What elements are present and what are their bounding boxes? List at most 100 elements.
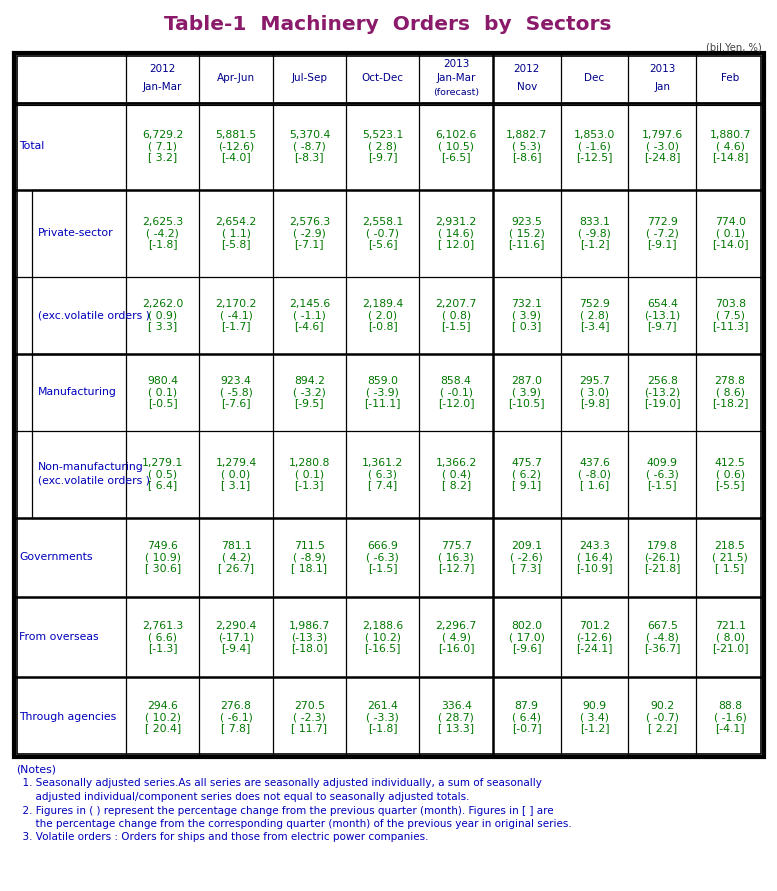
Text: [ 20.4]: [ 20.4] bbox=[145, 723, 181, 733]
Text: [ 9.1]: [ 9.1] bbox=[512, 480, 542, 490]
Text: ( 28.7): ( 28.7) bbox=[438, 712, 474, 722]
Text: [ 7.8]: [ 7.8] bbox=[221, 723, 251, 733]
Text: 475.7: 475.7 bbox=[511, 458, 542, 468]
Text: 721.1: 721.1 bbox=[715, 621, 746, 631]
Text: (bil.Yen, %): (bil.Yen, %) bbox=[706, 42, 762, 52]
Text: [-7.6]: [-7.6] bbox=[221, 398, 251, 408]
Text: Through agencies: Through agencies bbox=[19, 712, 117, 722]
Text: 6,102.6: 6,102.6 bbox=[435, 130, 477, 141]
Text: ( 8.0): ( 8.0) bbox=[716, 633, 744, 642]
Text: [ 12.0]: [ 12.0] bbox=[438, 240, 474, 249]
Text: (-13.1): (-13.1) bbox=[644, 310, 681, 321]
Text: 858.4: 858.4 bbox=[441, 376, 472, 386]
Text: 2,296.7: 2,296.7 bbox=[436, 621, 477, 631]
Text: 1,279.4: 1,279.4 bbox=[215, 458, 256, 468]
Text: ( 16.4): ( 16.4) bbox=[577, 552, 612, 562]
Text: [ 1.5]: [ 1.5] bbox=[716, 563, 744, 574]
Text: [ 3.2]: [ 3.2] bbox=[148, 152, 177, 162]
Text: Feb: Feb bbox=[721, 73, 739, 83]
Text: ( 0.4): ( 0.4) bbox=[441, 469, 471, 479]
Text: 2,931.2: 2,931.2 bbox=[436, 217, 477, 227]
Text: [ 0.3]: [ 0.3] bbox=[512, 322, 542, 331]
Text: ( 14.6): ( 14.6) bbox=[438, 228, 474, 239]
Text: (-13.3): (-13.3) bbox=[291, 633, 328, 642]
Text: 732.1: 732.1 bbox=[511, 299, 542, 309]
Text: [ 3.1]: [ 3.1] bbox=[221, 480, 251, 490]
Text: 336.4: 336.4 bbox=[441, 701, 472, 711]
Text: Jul-Sep: Jul-Sep bbox=[291, 73, 327, 83]
Text: Total: Total bbox=[19, 142, 44, 151]
Text: ( 10.5): ( 10.5) bbox=[438, 142, 474, 151]
Text: 2. Figures in ( ) represent the percentage change from the previous quarter (mon: 2. Figures in ( ) represent the percenta… bbox=[16, 805, 554, 815]
Text: ( 17.0): ( 17.0) bbox=[509, 633, 545, 642]
Text: ( 2.0): ( 2.0) bbox=[368, 310, 397, 321]
Text: ( -6.1): ( -6.1) bbox=[220, 712, 253, 722]
Text: 409.9: 409.9 bbox=[646, 458, 678, 468]
Text: 2012: 2012 bbox=[514, 64, 540, 74]
Text: [-14.8]: [-14.8] bbox=[712, 152, 748, 162]
Text: [ 18.1]: [ 18.1] bbox=[291, 563, 327, 574]
Text: 276.8: 276.8 bbox=[221, 701, 252, 711]
Text: [-5.8]: [-5.8] bbox=[221, 240, 251, 249]
Text: [-18.2]: [-18.2] bbox=[712, 398, 748, 408]
Text: ( 6.2): ( 6.2) bbox=[512, 469, 542, 479]
Text: [-1.5]: [-1.5] bbox=[441, 322, 471, 331]
Text: Nov: Nov bbox=[517, 82, 537, 92]
Text: [-1.8]: [-1.8] bbox=[148, 240, 177, 249]
Text: ( 0.8): ( 0.8) bbox=[441, 310, 471, 321]
Text: ( -0.7): ( -0.7) bbox=[646, 712, 679, 722]
Text: 278.8: 278.8 bbox=[715, 376, 746, 386]
Text: 2,761.3: 2,761.3 bbox=[142, 621, 183, 631]
Text: 980.4: 980.4 bbox=[147, 376, 178, 386]
Text: [-11.1]: [-11.1] bbox=[364, 398, 401, 408]
Text: Manufacturing: Manufacturing bbox=[38, 387, 117, 397]
Text: [-11.6]: [-11.6] bbox=[508, 240, 545, 249]
Text: 256.8: 256.8 bbox=[647, 376, 678, 386]
Text: 781.1: 781.1 bbox=[221, 542, 252, 552]
Text: 774.0: 774.0 bbox=[715, 217, 746, 227]
Text: 179.8: 179.8 bbox=[647, 542, 678, 552]
Text: 701.2: 701.2 bbox=[579, 621, 610, 631]
Text: 2,145.6: 2,145.6 bbox=[289, 299, 330, 309]
Text: (-26.1): (-26.1) bbox=[644, 552, 681, 562]
Text: [ 6.4]: [ 6.4] bbox=[148, 480, 177, 490]
Text: 209.1: 209.1 bbox=[511, 542, 542, 552]
Text: [-4.0]: [-4.0] bbox=[221, 152, 251, 162]
Text: Apr-Jun: Apr-Jun bbox=[217, 73, 255, 83]
Text: ( -3.3): ( -3.3) bbox=[367, 712, 399, 722]
Text: [-1.7]: [-1.7] bbox=[221, 322, 251, 331]
Text: (Notes): (Notes) bbox=[16, 765, 56, 775]
Text: Jan: Jan bbox=[654, 82, 671, 92]
Text: ( 10.2): ( 10.2) bbox=[145, 712, 181, 722]
Text: adjusted individual/component series does not equal to seasonally adjusted total: adjusted individual/component series doe… bbox=[16, 792, 469, 802]
Text: ( 0.0): ( 0.0) bbox=[221, 469, 251, 479]
Text: [-1.3]: [-1.3] bbox=[148, 643, 177, 653]
Text: 1,986.7: 1,986.7 bbox=[289, 621, 330, 631]
Text: 775.7: 775.7 bbox=[441, 542, 472, 552]
Text: ( 10.9): ( 10.9) bbox=[145, 552, 181, 562]
Text: [-21.8]: [-21.8] bbox=[644, 563, 681, 574]
Text: 2,207.7: 2,207.7 bbox=[435, 299, 477, 309]
Text: 1,361.2: 1,361.2 bbox=[362, 458, 403, 468]
Text: Dec: Dec bbox=[584, 73, 605, 83]
Text: 1,279.1: 1,279.1 bbox=[142, 458, 183, 468]
Text: 3. Volatile orders : Orders for ships and those from electric power companies.: 3. Volatile orders : Orders for ships an… bbox=[16, 832, 428, 843]
Text: 859.0: 859.0 bbox=[368, 376, 399, 386]
Text: ( 4.2): ( 4.2) bbox=[221, 552, 250, 562]
Text: 270.5: 270.5 bbox=[294, 701, 325, 711]
Text: [-16.0]: [-16.0] bbox=[438, 643, 475, 653]
Text: ( -2.9): ( -2.9) bbox=[293, 228, 326, 239]
Text: ( -3.0): ( -3.0) bbox=[646, 142, 679, 151]
Text: 749.6: 749.6 bbox=[148, 542, 178, 552]
Text: 1. Seasonally adjusted series.As all series are seasonally adjusted individually: 1. Seasonally adjusted series.As all ser… bbox=[16, 779, 542, 789]
Text: 802.0: 802.0 bbox=[511, 621, 542, 631]
Text: 772.9: 772.9 bbox=[647, 217, 678, 227]
Text: 1,797.6: 1,797.6 bbox=[642, 130, 683, 141]
Text: 923.4: 923.4 bbox=[221, 376, 252, 386]
Text: ( -3.2): ( -3.2) bbox=[293, 387, 326, 397]
Text: [-9.7]: [-9.7] bbox=[368, 152, 398, 162]
Text: ( 3.9): ( 3.9) bbox=[512, 310, 542, 321]
Text: 711.5: 711.5 bbox=[294, 542, 325, 552]
Text: 2,558.1: 2,558.1 bbox=[362, 217, 403, 227]
Text: [ 2.2]: [ 2.2] bbox=[648, 723, 677, 733]
